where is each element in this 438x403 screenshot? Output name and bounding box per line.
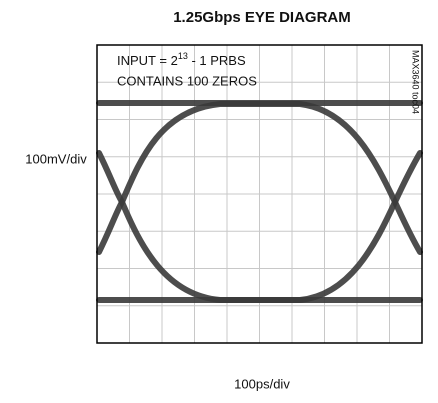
annotation-line1: INPUT = 213 - 1 PRBS bbox=[117, 51, 246, 68]
x-axis-label: 100ps/div bbox=[234, 376, 290, 391]
page: 1.25Gbps EYE DIAGRAM 100mV/div 100ps/div… bbox=[0, 0, 438, 403]
annotation-rest: - 1 PRBS bbox=[188, 53, 246, 68]
annotation-base: INPUT = 2 bbox=[117, 53, 178, 68]
chart-title: 1.25Gbps EYE DIAGRAM bbox=[173, 9, 351, 26]
y-axis-label: 100mV/div bbox=[25, 151, 87, 166]
annotation-superscript: 13 bbox=[178, 51, 188, 61]
annotation-line2: CONTAINS 100 ZEROS bbox=[117, 73, 257, 88]
figure-code: MAX3640 toc04 bbox=[411, 50, 421, 114]
